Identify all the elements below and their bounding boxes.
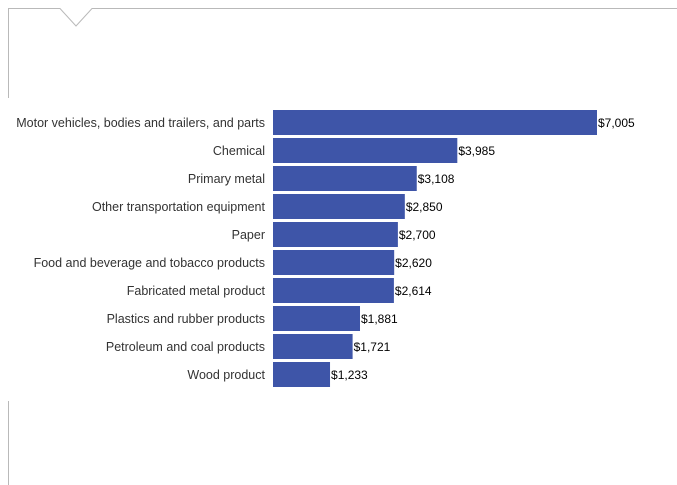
category-label: Wood product (187, 368, 265, 382)
bar (273, 250, 395, 275)
bar (273, 138, 458, 163)
bar (273, 110, 597, 135)
bars-group (273, 110, 597, 387)
category-label: Motor vehicles, bodies and trailers, and… (16, 116, 265, 130)
category-label: Other transportation equipment (92, 200, 266, 214)
bar (273, 194, 405, 219)
bar (273, 166, 417, 191)
bar (273, 334, 353, 359)
value-label: $2,700 (399, 228, 436, 242)
bar (273, 222, 398, 247)
frame-top-border-with-notch (8, 8, 677, 98)
value-label: $1,881 (361, 312, 398, 326)
value-label: $3,108 (418, 172, 455, 186)
value-label: $2,614 (395, 284, 432, 298)
bar (273, 278, 394, 303)
category-label: Plastics and rubber products (107, 312, 265, 326)
category-label: Primary metal (188, 172, 265, 186)
value-label: $2,620 (395, 256, 432, 270)
value-label: $2,850 (406, 200, 443, 214)
category-label: Chemical (213, 144, 265, 158)
category-label: Food and beverage and tobacco products (34, 256, 265, 270)
value-label: $3,985 (458, 144, 495, 158)
category-label: Petroleum and coal products (106, 340, 265, 354)
bar (273, 306, 361, 331)
category-label: Fabricated metal product (127, 284, 266, 298)
value-labels-group: $7,005 $3,985$3,108 $2,850 $2,700 $2,620 $2,6… (331, 116, 635, 382)
value-label: $1,233 (331, 368, 368, 382)
category-labels-group: Motor vehicles, bodies and trailers, and… (16, 116, 265, 382)
bar (273, 362, 331, 387)
category-label: Paper (232, 228, 265, 242)
value-label: $1,721 (354, 340, 391, 354)
value-label: $7,005 (598, 116, 635, 130)
